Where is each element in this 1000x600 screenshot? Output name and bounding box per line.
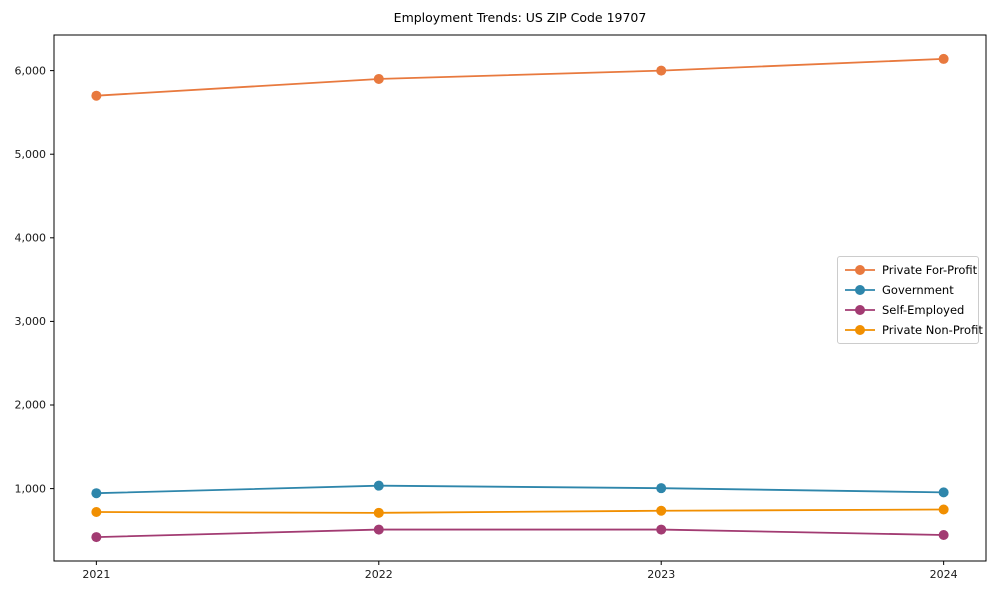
- legend-line-marker-icon: [845, 305, 875, 315]
- data-point-private-for-profit: [373, 73, 384, 84]
- y-tick-label: 2,000: [15, 399, 47, 412]
- y-tick-label: 6,000: [15, 64, 47, 77]
- legend-item-label: Private Non-Profit: [882, 323, 983, 337]
- series-line-self-employed: [96, 528, 944, 538]
- series-line-government: [96, 484, 944, 495]
- legend-item-label: Self-Employed: [882, 303, 965, 317]
- plot-frame: [53, 34, 987, 562]
- data-point-government: [373, 480, 384, 491]
- series-line-private-for-profit: [96, 58, 944, 97]
- data-point-self-employed: [373, 524, 384, 535]
- legend-line-marker-icon: [845, 285, 875, 295]
- x-tick-label: 2021: [82, 568, 110, 581]
- y-tick-label: 4,000: [15, 232, 47, 245]
- y-tick-label: 1,000: [15, 482, 47, 495]
- data-point-private-for-profit: [656, 65, 667, 76]
- legend-item-private-non-profit: Private Non-Profit: [845, 323, 983, 337]
- data-point-private-for-profit: [938, 53, 949, 64]
- data-point-private-for-profit: [91, 90, 102, 101]
- y-tick-label: 5,000: [15, 148, 47, 161]
- legend-item-label: Government: [882, 283, 954, 297]
- data-point-private-non-profit: [938, 504, 949, 515]
- data-point-government: [938, 487, 949, 498]
- legend-item-private-for-profit: Private For-Profit: [845, 263, 977, 277]
- data-point-private-non-profit: [656, 505, 667, 516]
- legend-item-government: Government: [845, 283, 971, 297]
- y-tick-label: 3,000: [15, 315, 47, 328]
- legend-line-marker-icon: [845, 265, 875, 275]
- series-line-private-non-profit: [96, 508, 944, 514]
- x-tick-label: 2022: [365, 568, 393, 581]
- legend-line-marker-icon: [845, 325, 875, 335]
- legend-item-self-employed: Self-Employed: [845, 303, 971, 317]
- data-point-government: [91, 488, 102, 499]
- data-point-government: [656, 483, 667, 494]
- x-tick-label: 2023: [647, 568, 675, 581]
- data-point-self-employed: [656, 524, 667, 535]
- legend-item-label: Private For-Profit: [882, 263, 978, 277]
- data-point-self-employed: [91, 532, 102, 543]
- data-point-private-non-profit: [373, 507, 384, 518]
- x-tick-label: 2024: [930, 568, 958, 581]
- chart-title: Employment Trends: US ZIP Code 19707: [393, 10, 647, 25]
- data-point-private-non-profit: [91, 507, 102, 518]
- legend: Private For-Profit Government Self-Employe…: [837, 256, 983, 344]
- data-point-self-employed: [938, 530, 949, 541]
